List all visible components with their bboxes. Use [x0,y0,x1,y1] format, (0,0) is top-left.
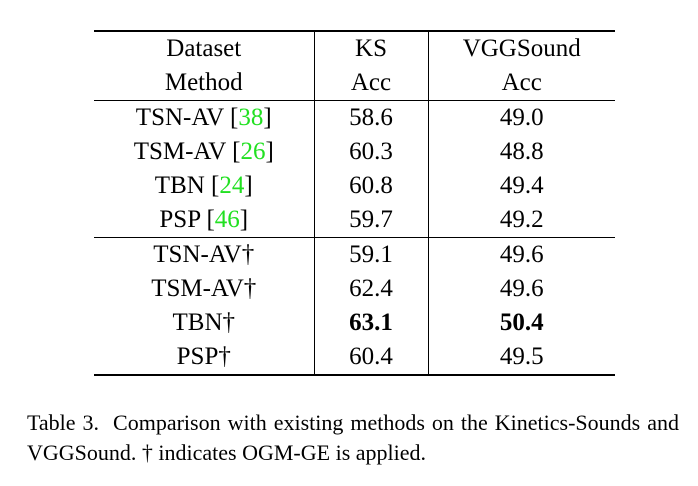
table-row: TBN† 63.1 50.4 [94,306,615,340]
results-table: Dataset KS VGGSound Method Acc Acc TSN-A… [94,30,615,376]
vgg-acc-cell: 49.0 [428,100,615,135]
method-cell: TBN† [94,306,315,340]
citation-link[interactable]: 26 [240,138,266,165]
bracket-close: ] [239,206,249,233]
method-name: TSN-AV [ [135,104,239,131]
table-row: PSP [46] 59.7 49.2 [94,203,615,238]
method-cell: TSM-AV [26] [94,135,315,169]
vgg-acc-cell-best: 50.4 [499,309,544,336]
ks-acc-cell: 60.8 [314,169,429,203]
method-name: TBN [ [154,172,220,199]
caption-text: Comparison with existing methods on the … [27,410,679,465]
method-cell: PSP [46] [94,203,315,238]
header-vggsound: VGGSound [428,30,615,66]
ks-acc-cell: 60.3 [314,135,429,169]
method-name: PSP [ [159,206,215,233]
header-row-dataset: Dataset KS VGGSound [94,30,615,66]
ks-acc-cell: 59.7 [314,203,429,238]
vgg-acc-cell: 49.5 [428,340,615,376]
caption-label: Table 3. [27,410,100,435]
ks-acc-cell: 58.6 [314,100,429,135]
header-ks-acc: Acc [314,66,429,101]
results-table-container: Dataset KS VGGSound Method Acc Acc TSN-A… [94,30,615,376]
method-name: TSM-AV [ [133,138,241,165]
method-cell: TSM-AV† [94,272,315,306]
header-dataset: Dataset [94,30,315,66]
header-method: Method [94,66,315,101]
method-cell: TSN-AV† [94,237,315,272]
header-vgg-acc: Acc [501,69,542,96]
citation-link[interactable]: 38 [238,104,264,131]
header-row-method: Method Acc Acc [94,66,615,101]
header-ks: KS [314,30,429,66]
vgg-acc-cell: 49.4 [499,172,544,199]
table-row: TSN-AV† 59.1 49.6 [94,237,615,272]
bracket-close: ] [244,172,253,199]
vgg-acc-cell: 49.2 [499,206,544,233]
method-cell: TBN [24] [94,169,315,203]
bracket-close: ] [265,138,274,165]
table-row: TSM-AV [26] 60.3 48.8 [94,135,615,169]
ks-acc-cell-best: 63.1 [314,306,429,340]
table-row: TBN [24] 60.8 49.4 [94,169,615,203]
vgg-acc-cell: 49.6 [428,237,615,272]
bracket-close: ] [263,104,272,131]
ks-acc-cell: 62.4 [314,272,429,306]
table-row: TSN-AV [38] 58.6 49.0 [94,100,615,135]
citation-link[interactable]: 24 [219,172,245,199]
citation-link[interactable]: 46 [214,206,240,233]
table-caption: Table 3. Comparison with existing method… [27,408,679,468]
table-row: TSM-AV† 62.4 49.6 [94,272,615,306]
vgg-acc-cell: 49.6 [499,275,544,302]
ks-acc-cell: 60.4 [314,340,429,376]
ks-acc-cell: 59.1 [314,237,429,272]
table-row: PSP† 60.4 49.5 [94,340,615,376]
method-cell: PSP† [94,340,315,376]
method-cell: TSN-AV [38] [94,100,315,135]
vgg-acc-cell: 48.8 [499,138,544,165]
